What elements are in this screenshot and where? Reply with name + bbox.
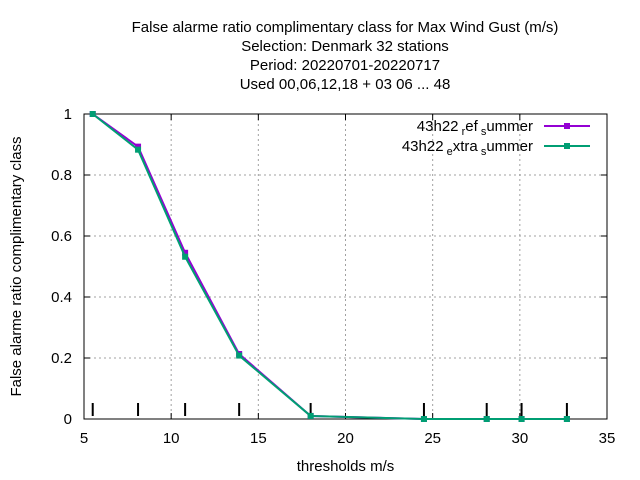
data-point xyxy=(563,416,570,422)
title-line: Selection: Denmark 32 stations xyxy=(241,38,449,55)
title-line: Used 00,06,12,18 + 03 06 ... 48 xyxy=(240,76,451,93)
data-point xyxy=(518,416,525,422)
legend-text-part: xtra xyxy=(453,138,479,155)
data-point xyxy=(135,143,142,150)
legend-text-part: 43h22 xyxy=(402,138,444,155)
data-point xyxy=(307,412,314,419)
title-line: False alarme ratio complimentary class f… xyxy=(132,19,559,36)
title-line: Period: 20220701-20220717 xyxy=(250,57,440,74)
legend-text-part: ef xyxy=(465,118,478,135)
legend-text-part: 43h22 xyxy=(417,118,459,135)
y-axis-label: False alarme ratio complimentary class xyxy=(8,136,25,396)
x-axis-label: thresholds m/s xyxy=(297,458,395,475)
threshold-marks xyxy=(91,403,568,416)
data-point xyxy=(236,352,243,359)
data-point xyxy=(135,146,142,153)
data-point xyxy=(182,249,189,256)
data-point xyxy=(182,253,189,260)
x-tick-label: 35 xyxy=(599,430,616,447)
x-tick-label: 25 xyxy=(424,430,441,447)
y-tick-label: 1 xyxy=(64,106,72,123)
legend-text-part: ummer xyxy=(486,138,533,155)
series-line xyxy=(92,113,567,420)
chart-title: False alarme ratio complimentary class f… xyxy=(132,19,559,93)
legend-marker xyxy=(564,123,570,129)
legend-subscript: s xyxy=(478,146,487,158)
legend-label: 43h22 ref summer xyxy=(417,118,533,138)
legend-subscript: e xyxy=(444,146,453,158)
series xyxy=(89,111,570,422)
legend-subscript: s xyxy=(478,126,487,138)
series-line xyxy=(92,113,567,420)
grid xyxy=(84,114,607,419)
x-tick-label: 10 xyxy=(163,430,180,447)
x-tick-label: 15 xyxy=(250,430,267,447)
y-tick-label: 0.8 xyxy=(51,167,72,184)
legend-label: 43h22 extra summer xyxy=(402,138,533,158)
x-tick-label: 20 xyxy=(337,430,354,447)
y-tick-label: 0.6 xyxy=(51,228,72,245)
data-point xyxy=(483,416,490,422)
axis-ticks: 5 10 15 20 25 30 35 0 0.2 0.4 0.6 0.8 1 xyxy=(51,106,615,447)
data-point xyxy=(89,111,96,117)
x-tick-label: 30 xyxy=(511,430,528,447)
legend-marker xyxy=(564,143,570,149)
x-tick-label: 5 xyxy=(80,430,88,447)
y-tick-label: 0.4 xyxy=(51,289,72,306)
data-point xyxy=(420,416,427,422)
y-tick-label: 0 xyxy=(64,411,72,428)
legend-text-part: ummer xyxy=(486,118,533,135)
y-tick-label: 0.2 xyxy=(51,350,72,367)
legend-subscript: r xyxy=(459,126,466,138)
